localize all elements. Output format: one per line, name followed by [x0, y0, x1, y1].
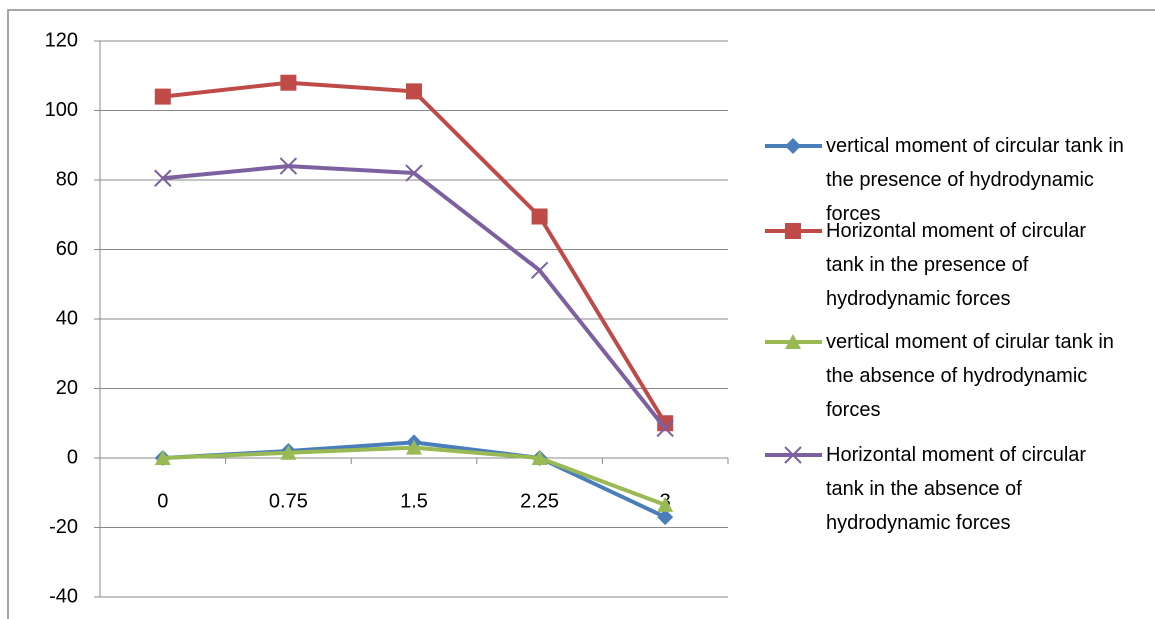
x-tick-label: 0	[157, 490, 168, 512]
data-point	[406, 83, 422, 100]
legend-marker	[785, 138, 801, 154]
y-tick-label: 20	[56, 377, 78, 399]
data-point	[406, 439, 422, 455]
legend-label: Horizontal moment of circular tank in th…	[826, 444, 1087, 534]
data-point	[279, 157, 298, 175]
y-tick-label: 40	[56, 307, 78, 329]
legend-label: vertical moment of circular tank in the …	[826, 135, 1124, 225]
data-point	[531, 208, 548, 225]
x-tick-label: 2.25	[520, 490, 559, 512]
data-point	[280, 74, 297, 91]
data-point	[154, 169, 172, 187]
data-point	[531, 450, 548, 465]
legend-label: vertical moment of cirular tank in the a…	[826, 331, 1114, 421]
data-point	[405, 164, 423, 182]
series-line	[162, 80, 667, 425]
legend-label: Horizontal moment of circular tank in th…	[826, 220, 1087, 310]
data-point	[657, 496, 674, 512]
legend-marker	[784, 446, 802, 464]
y-tick-label: 0	[67, 446, 78, 468]
x-tick-label: 1.5	[400, 490, 428, 512]
y-tick-label: 120	[45, 29, 78, 51]
x-tick-label: 0.75	[269, 490, 308, 512]
legend-marker	[785, 223, 801, 239]
data-point	[530, 261, 549, 280]
chart-frame	[7, 9, 1155, 619]
y-tick-label: -20	[49, 516, 78, 538]
y-tick-label: 60	[56, 238, 78, 260]
y-tick-label: -40	[49, 585, 78, 607]
data-point	[154, 450, 171, 465]
data-point	[657, 415, 674, 432]
y-tick-label: 100	[45, 99, 78, 121]
y-tick-label: 80	[56, 168, 78, 190]
data-point	[280, 444, 297, 460]
data-point	[154, 88, 171, 105]
data-point	[656, 419, 674, 438]
legend-marker	[785, 334, 801, 349]
data-point	[657, 509, 674, 526]
